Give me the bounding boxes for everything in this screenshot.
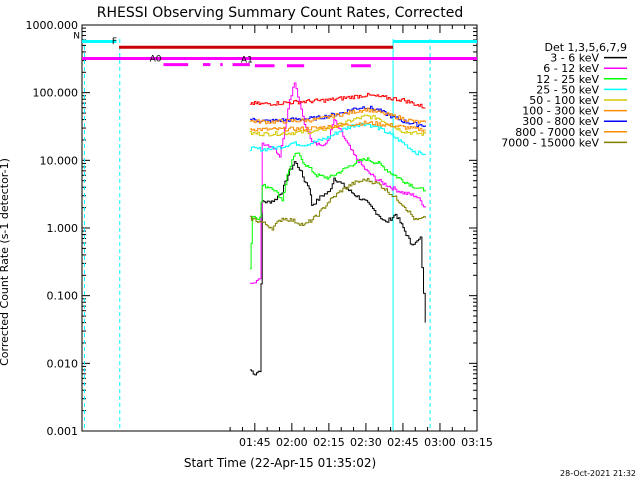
x-tick-label: 03:15 bbox=[461, 436, 493, 449]
legend-entry-label: 3 - 6 keV bbox=[550, 52, 599, 65]
legend-entry-label: 7000 - 15000 keV bbox=[501, 136, 599, 149]
x-tick-label: 01:45 bbox=[239, 436, 271, 449]
series-line bbox=[249, 92, 426, 109]
series-line bbox=[249, 122, 426, 156]
x-tick-label: 02:15 bbox=[313, 436, 345, 449]
y-axis-label: Corrected Count Rate (s-1 detector-1) bbox=[0, 158, 11, 366]
series-line bbox=[249, 120, 426, 132]
x-axis-label: Start Time (22-Apr-15 01:35:02) bbox=[184, 456, 376, 470]
series-line bbox=[249, 114, 426, 137]
x-tick-label: 03:00 bbox=[424, 436, 456, 449]
chart-title: RHESSI Observing Summary Count Rates, Co… bbox=[97, 5, 463, 21]
legend-header: Det 1,3,5,6,7,9 bbox=[544, 41, 627, 54]
y-tick-label: 1000.000 bbox=[26, 19, 79, 32]
y-tick-label: 0.001 bbox=[47, 425, 79, 438]
series-line bbox=[249, 152, 426, 270]
y-tick-label: 10.000 bbox=[40, 154, 79, 167]
flag-bar-label: N bbox=[73, 32, 80, 42]
y-tick-label: 100.000 bbox=[33, 87, 79, 100]
x-tick-label: 02:30 bbox=[350, 436, 382, 449]
legend-entry-label: 25 - 50 keV bbox=[536, 83, 599, 96]
legend-entry-label: 50 - 100 keV bbox=[529, 94, 599, 107]
flag-bar-label: A1 bbox=[241, 56, 253, 66]
series-line bbox=[249, 107, 426, 125]
x-tick-label: 02:45 bbox=[387, 436, 419, 449]
flag-bar-label: F bbox=[112, 37, 117, 47]
series-line bbox=[249, 82, 426, 284]
flag-bar-label: A0 bbox=[150, 55, 162, 65]
series-line bbox=[249, 178, 426, 231]
legend-entry-label: 12 - 25 keV bbox=[536, 73, 599, 86]
legend-entry-label: 300 - 800 keV bbox=[522, 115, 599, 128]
y-tick-label: 0.010 bbox=[47, 357, 79, 370]
y-tick-label: 1.000 bbox=[47, 222, 79, 235]
y-tick-label: 0.100 bbox=[47, 290, 79, 303]
legend-entry-label: 100 - 300 keV bbox=[522, 105, 599, 118]
legend-entry-label: 6 - 12 keV bbox=[543, 62, 599, 75]
legend-entry-label: 800 - 7000 keV bbox=[515, 126, 599, 139]
footer-date: 28-Oct-2021 21:32 bbox=[560, 469, 636, 478]
x-tick-label: 02:00 bbox=[276, 436, 308, 449]
plot-frame bbox=[81, 24, 478, 432]
